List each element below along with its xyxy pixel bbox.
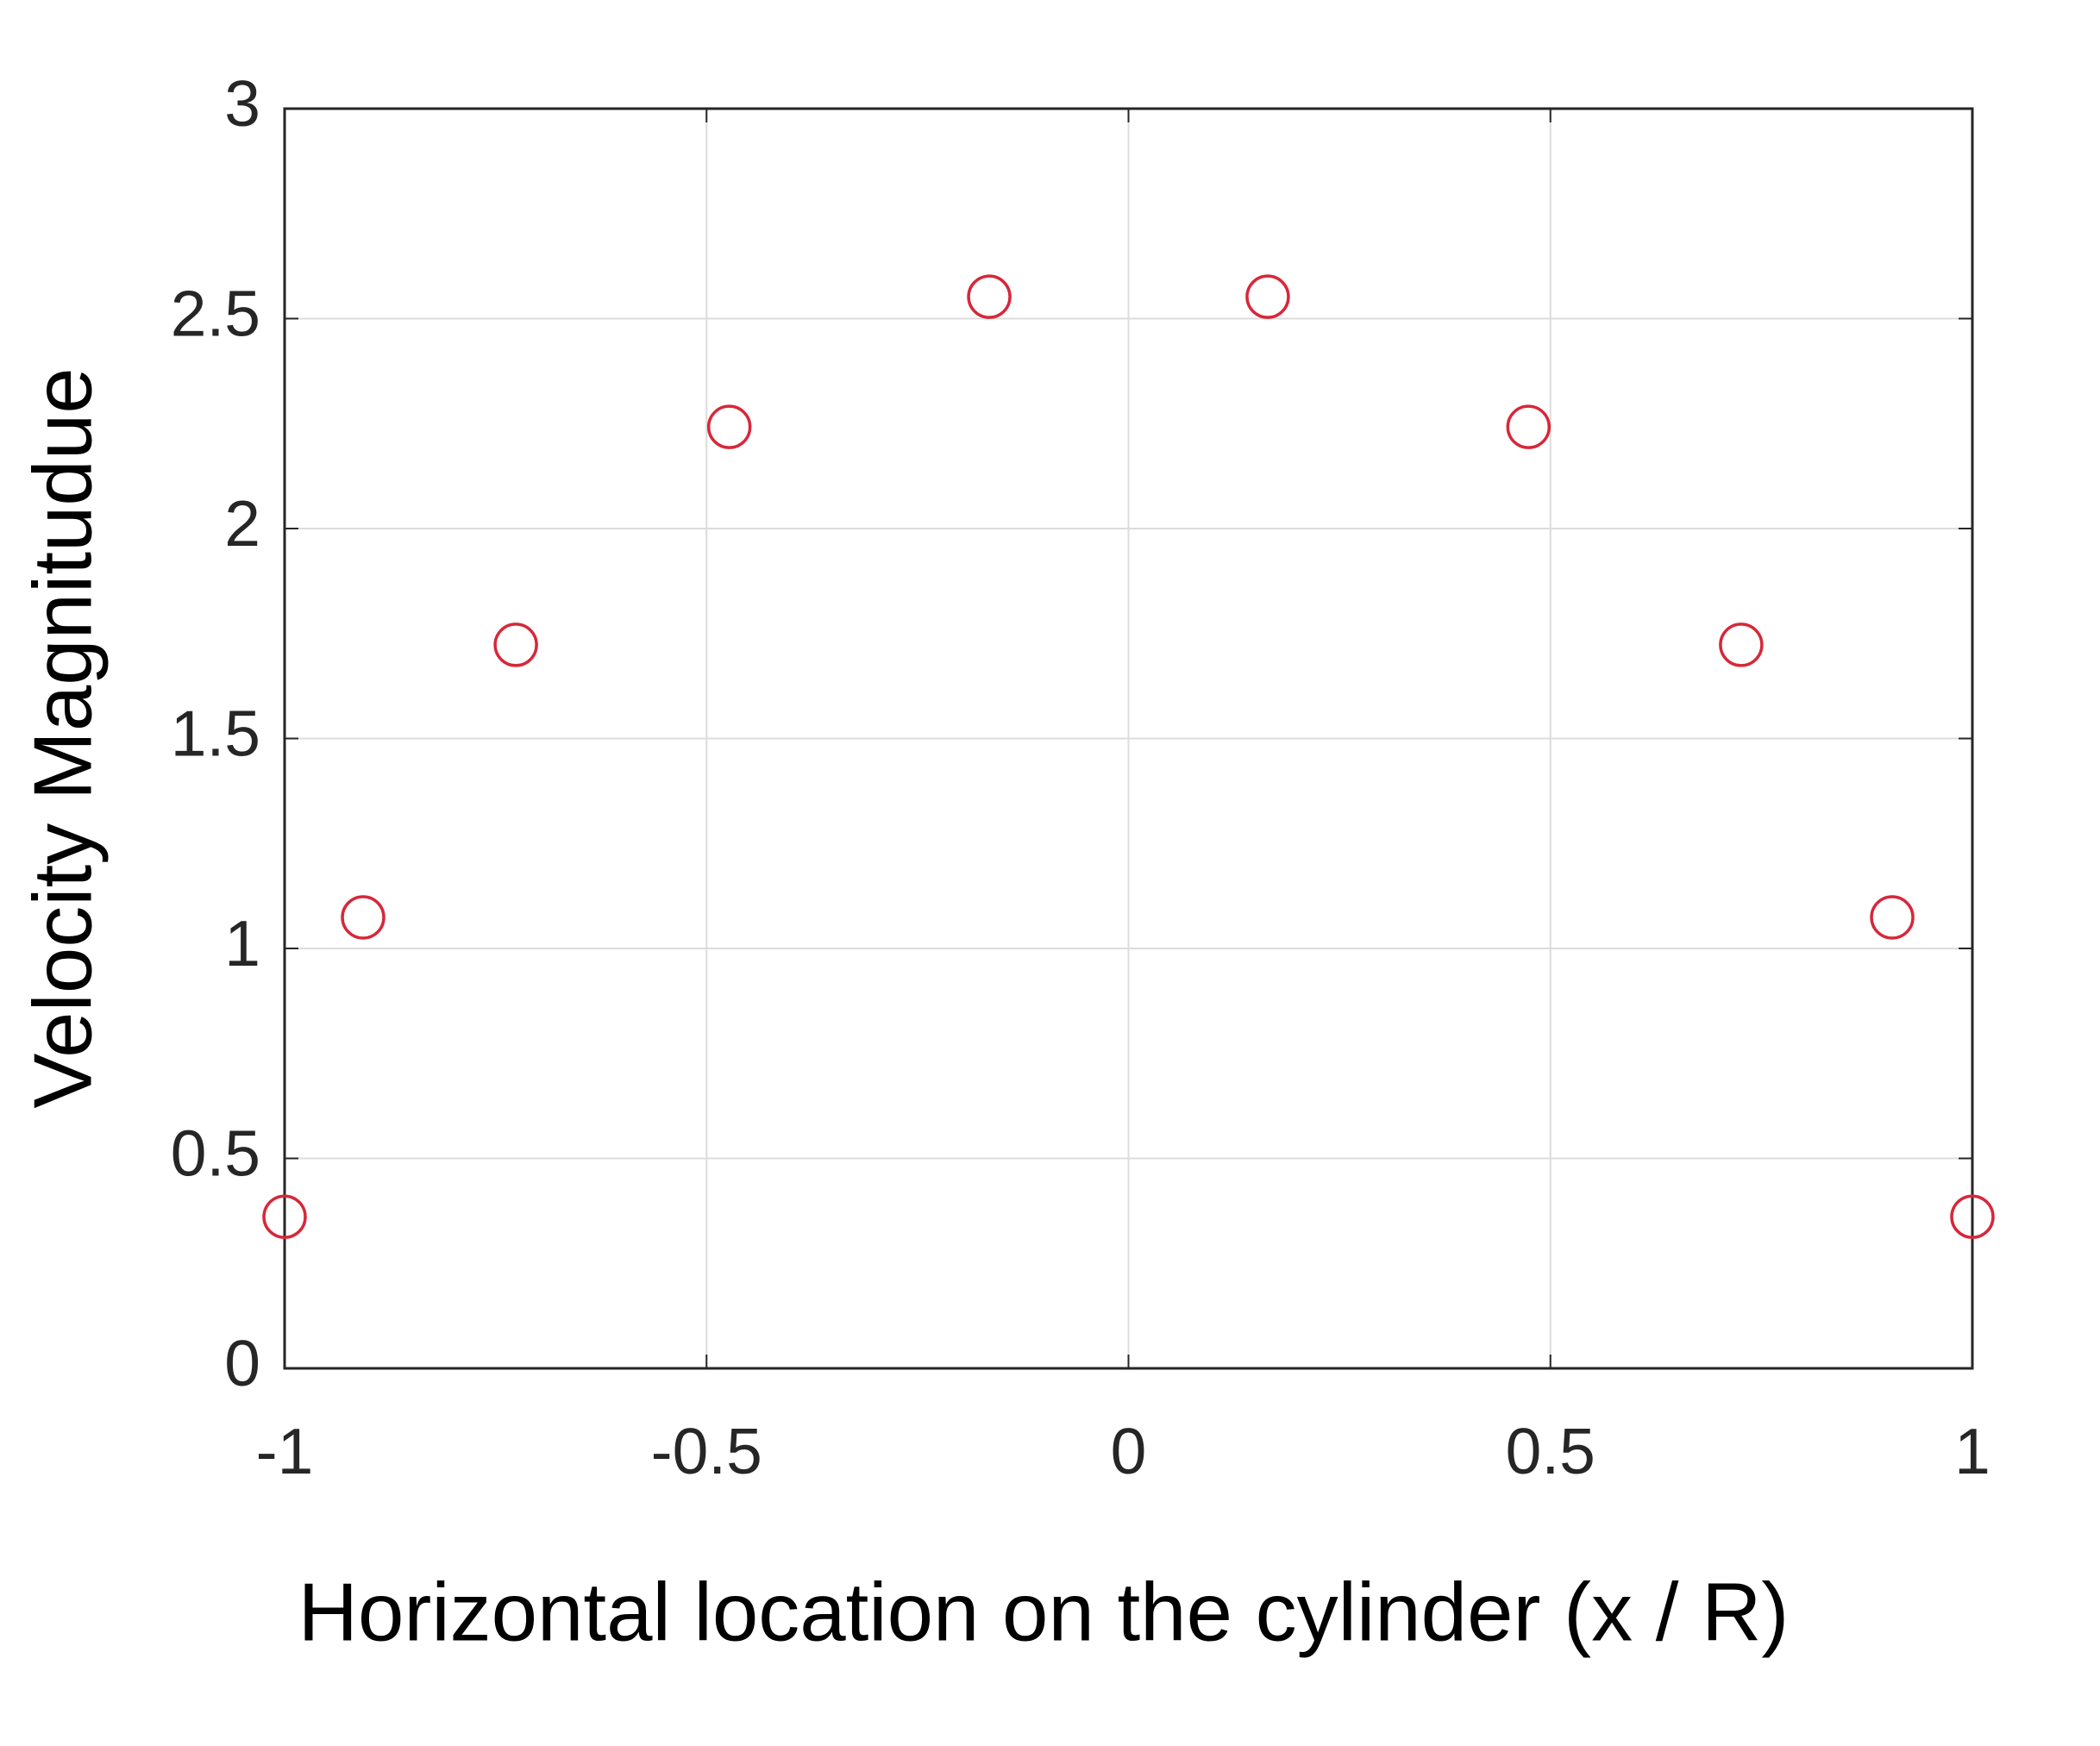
y-axis-label: Velocity Magnitudue [16, 367, 109, 1108]
marker [1245, 274, 1290, 319]
y-tick-label: 2 [224, 487, 260, 560]
y-tick-label: 0 [224, 1327, 260, 1399]
marker [706, 404, 752, 449]
marker [262, 1194, 307, 1239]
y-tick-label: 0.5 [171, 1117, 260, 1189]
plot-frame [283, 107, 1974, 1370]
x-axis-label: Horizontal location on the cylinder (x /… [298, 1566, 1790, 1658]
x-tick-label: -1 [256, 1415, 314, 1487]
marker [1950, 1194, 1995, 1239]
x-tick-label: -0.5 [651, 1415, 762, 1487]
x-tick-label: 0 [1111, 1415, 1147, 1487]
marker [341, 895, 386, 940]
marker [1719, 623, 1764, 667]
y-tick-label: 1 [224, 907, 260, 979]
y-tick-label: 2.5 [171, 277, 260, 349]
x-tick-label: 0.5 [1506, 1415, 1595, 1487]
x-tick-label: 1 [1954, 1415, 1990, 1487]
y-tick-label: 3 [224, 67, 260, 140]
marker [1870, 895, 1915, 940]
marker [493, 623, 538, 667]
marker [967, 274, 1012, 319]
y-tick-label: 1.5 [171, 697, 260, 769]
marker [1506, 404, 1551, 449]
